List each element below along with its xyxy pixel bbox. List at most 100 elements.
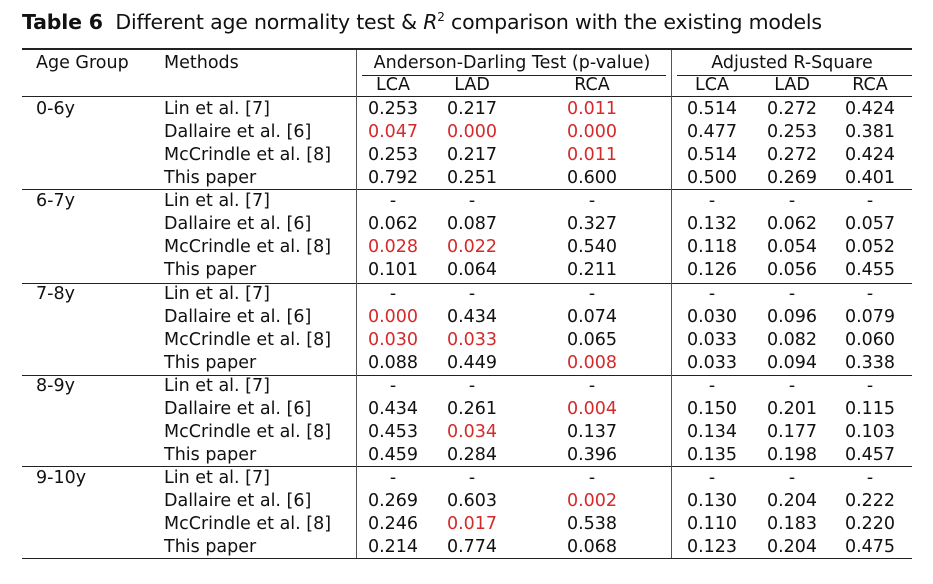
header-bottom-rule (22, 96, 912, 97)
r2-lad-cell: 0.094 (766, 353, 818, 373)
ad-lca-cell: - (389, 191, 397, 211)
r2-lad-cell: - (788, 468, 796, 488)
r2-lca-cell: 0.118 (686, 237, 738, 257)
r2-lca-cell: - (708, 376, 716, 396)
ad-group-underline (362, 75, 666, 76)
group-divider-rule (22, 283, 912, 284)
r2-lca-cell: 0.500 (686, 168, 738, 188)
ad-lca-cell: - (389, 284, 397, 304)
ad-lca-cell: 0.030 (367, 330, 419, 350)
ad-rca-cell: - (588, 284, 596, 304)
method-cell: This paper (164, 445, 257, 465)
age-group-label: 6-7y (36, 191, 75, 211)
r2-rca-cell: 0.052 (844, 237, 896, 257)
r2-lad-cell: 0.082 (766, 330, 818, 350)
ad-rca-cell: 0.004 (566, 399, 618, 419)
column-separator (671, 50, 672, 558)
r2-lca-cell: 0.150 (686, 399, 738, 419)
r2-lad-cell: 0.204 (766, 537, 818, 557)
ad-rca-cell: 0.065 (566, 330, 618, 350)
ad-lca-cell: 0.000 (367, 307, 419, 327)
caption-text-after: comparison with the existing models (444, 10, 822, 34)
r2-lad-cell: - (788, 191, 796, 211)
ad-lad-cell: 0.064 (446, 260, 498, 280)
method-cell: McCrindle et al. [8] (164, 330, 332, 350)
r2-rca-cell: 0.424 (844, 99, 896, 119)
r2-lad-cell: 0.056 (766, 260, 818, 280)
ad-rca-cell: 0.600 (566, 168, 618, 188)
r2-lad-cell: 0.272 (766, 145, 818, 165)
ad-lad-cell: 0.034 (446, 422, 498, 442)
r2-rca-cell: 0.115 (844, 399, 896, 419)
header-anderson-darling: Anderson-Darling Test (p-value) (373, 53, 651, 73)
header-age-group: Age Group (36, 53, 129, 73)
r2-lca-cell: 0.033 (686, 330, 738, 350)
r2-lad-cell: 0.054 (766, 237, 818, 257)
r2-rca-cell: 0.338 (844, 353, 896, 373)
r2-rca-cell: - (866, 376, 874, 396)
caption-text-before: Different age normality test & (115, 10, 424, 34)
r2-rca-cell: 0.079 (844, 307, 896, 327)
r2-lca-cell: 0.030 (686, 307, 738, 327)
ad-lca-cell: - (389, 468, 397, 488)
ad-lca-cell: - (389, 376, 397, 396)
ad-rca-cell: 0.396 (566, 445, 618, 465)
ad-lad-cell: - (468, 284, 476, 304)
ad-rca-cell: 0.211 (566, 260, 618, 280)
ad-lca-cell: 0.792 (367, 168, 419, 188)
method-cell: McCrindle et al. [8] (164, 145, 332, 165)
r2-lad-cell: 0.204 (766, 491, 818, 511)
r2-rca-cell: 0.455 (844, 260, 896, 280)
method-cell: Dallaire et al. [6] (164, 307, 312, 327)
method-cell: Lin et al. [7] (164, 468, 270, 488)
ad-rca-cell: 0.538 (566, 514, 618, 534)
method-cell: This paper (164, 260, 257, 280)
r2-rca-cell: 0.381 (844, 122, 896, 142)
header-ad-rca: RCA (574, 75, 610, 95)
ad-lad-cell: 0.217 (446, 99, 498, 119)
ad-lca-cell: 0.246 (367, 514, 419, 534)
ad-lca-cell: 0.434 (367, 399, 419, 419)
ad-rca-cell: - (588, 468, 596, 488)
r2-rca-cell: 0.457 (844, 445, 896, 465)
r2-lca-cell: 0.477 (686, 122, 738, 142)
r2-lca-cell: 0.110 (686, 514, 738, 534)
method-cell: McCrindle et al. [8] (164, 237, 332, 257)
header-ad-lca: LCA (376, 75, 410, 95)
ad-lad-cell: 0.217 (446, 145, 498, 165)
table-caption: Table 6 Different age normality test & R… (22, 10, 822, 34)
method-cell: Lin et al. [7] (164, 376, 270, 396)
age-group-label: 0-6y (36, 99, 75, 119)
age-group-label: 9-10y (36, 468, 87, 488)
ad-lca-cell: 0.214 (367, 537, 419, 557)
ad-lca-cell: 0.253 (367, 99, 419, 119)
r2-lca-cell: - (708, 468, 716, 488)
ad-lca-cell: 0.459 (367, 445, 419, 465)
r2-lad-cell: 0.198 (766, 445, 818, 465)
ad-lca-cell: 0.453 (367, 422, 419, 442)
ad-lad-cell: 0.087 (446, 214, 498, 234)
ad-rca-cell: 0.137 (566, 422, 618, 442)
header-ad-lad: LAD (454, 75, 490, 95)
r2-rca-cell: - (866, 284, 874, 304)
ad-lad-cell: 0.251 (446, 168, 498, 188)
caption-superscript: 2 (437, 10, 445, 24)
r2-lca-cell: - (708, 191, 716, 211)
ad-rca-cell: 0.074 (566, 307, 618, 327)
ad-lca-cell: 0.269 (367, 491, 419, 511)
r2-rca-cell: 0.401 (844, 168, 896, 188)
r2-rca-cell: 0.060 (844, 330, 896, 350)
age-group-label: 7-8y (36, 284, 75, 304)
header-methods: Methods (164, 53, 239, 73)
group-divider-rule (22, 375, 912, 376)
method-cell: This paper (164, 537, 257, 557)
method-cell: This paper (164, 353, 257, 373)
r2-rca-cell: 0.057 (844, 214, 896, 234)
table-label: Table 6 (22, 10, 103, 34)
ad-rca-cell: 0.000 (566, 122, 618, 142)
r2-lca-cell: 0.134 (686, 422, 738, 442)
ad-rca-cell: 0.011 (566, 99, 618, 119)
ad-lad-cell: 0.774 (446, 537, 498, 557)
method-cell: Dallaire et al. [6] (164, 491, 312, 511)
ad-lca-cell: 0.253 (367, 145, 419, 165)
